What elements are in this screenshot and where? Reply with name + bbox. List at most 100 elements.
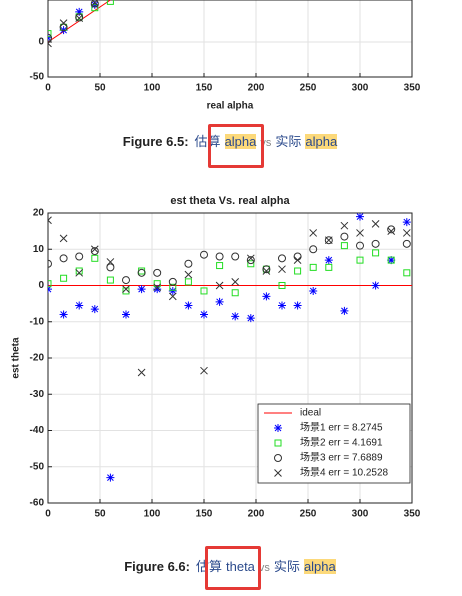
marker-square bbox=[200, 287, 208, 295]
marker-x bbox=[48, 39, 52, 48]
highlight-box bbox=[205, 546, 261, 590]
marker-star bbox=[137, 285, 146, 294]
marker-x bbox=[90, 0, 99, 7]
marker-star bbox=[122, 310, 130, 319]
highlight-box bbox=[208, 124, 264, 168]
marker-circle bbox=[75, 13, 84, 22]
legend-swatch bbox=[274, 439, 282, 447]
legend-label: 场景2 err = 4.1691 bbox=[300, 436, 383, 449]
marker-circle bbox=[168, 277, 177, 286]
marker-square bbox=[216, 262, 224, 270]
marker-circle bbox=[75, 252, 84, 261]
marker-circle bbox=[59, 254, 68, 263]
marker-square bbox=[231, 289, 239, 297]
marker-x bbox=[262, 267, 271, 275]
marker-star bbox=[215, 297, 224, 306]
legend-label: ideal bbox=[300, 408, 321, 419]
marker-star bbox=[371, 281, 380, 290]
legend-swatch bbox=[274, 469, 282, 477]
marker-square bbox=[48, 30, 52, 38]
caption-word: vs bbox=[258, 562, 270, 574]
caption-word: 估算 bbox=[194, 134, 221, 149]
marker-circle bbox=[122, 276, 130, 285]
marker-square bbox=[184, 278, 192, 286]
marker-x bbox=[48, 216, 52, 225]
marker-star bbox=[402, 218, 411, 227]
marker-square bbox=[75, 267, 83, 275]
caption-word: alpha bbox=[224, 134, 257, 149]
marker-star bbox=[75, 301, 84, 310]
marker-x bbox=[59, 19, 68, 27]
legend-box bbox=[257, 403, 411, 484]
marker-x bbox=[309, 229, 318, 237]
marker-circle bbox=[324, 236, 333, 245]
marker-square bbox=[106, 276, 114, 284]
y-tick-label: -20 bbox=[30, 353, 45, 364]
y-tick-label: 0 bbox=[38, 37, 44, 48]
caption-word: 实际 bbox=[275, 134, 302, 149]
legend-label: 场景4 err = 10.2528 bbox=[300, 466, 389, 479]
marker-square bbox=[372, 249, 380, 257]
marker-square bbox=[122, 287, 130, 295]
marker-x bbox=[356, 229, 364, 237]
legend-label: 场景1 err = 8.2745 bbox=[300, 421, 383, 434]
marker-star bbox=[340, 306, 349, 315]
x-tick-label: 200 bbox=[248, 509, 265, 520]
marker-x bbox=[75, 268, 84, 277]
marker-circle bbox=[48, 259, 52, 268]
marker-square bbox=[387, 256, 395, 264]
x-tick-label: 350 bbox=[404, 509, 421, 520]
marker-square bbox=[247, 260, 255, 268]
marker-circle bbox=[231, 252, 240, 261]
marker-square bbox=[309, 263, 317, 271]
marker-x bbox=[231, 278, 240, 286]
figure-caption: Figure 6.5: 估算 alpha vs 实际 alpha bbox=[0, 131, 462, 150]
x-tick-label: 150 bbox=[196, 83, 213, 94]
marker-x bbox=[137, 368, 146, 377]
marker-star bbox=[59, 310, 68, 319]
marker-star bbox=[324, 256, 333, 265]
marker-square bbox=[340, 242, 348, 250]
plot-content bbox=[48, 213, 412, 482]
marker-circle bbox=[309, 245, 318, 254]
caption-word: 估算 bbox=[195, 559, 222, 574]
x-tick-label: 250 bbox=[300, 509, 317, 520]
marker-square bbox=[106, 0, 114, 5]
marker-star bbox=[246, 314, 255, 323]
marker-x bbox=[106, 258, 115, 266]
legend-swatch bbox=[274, 454, 282, 462]
x-tick-label: 100 bbox=[144, 83, 161, 94]
marker-circle bbox=[246, 256, 255, 265]
marker-x bbox=[184, 270, 193, 279]
marker-circle bbox=[278, 254, 286, 263]
y-tick-label: -50 bbox=[30, 72, 45, 83]
marker-x bbox=[153, 283, 162, 292]
x-tick-label: 0 bbox=[45, 83, 51, 94]
marker-star bbox=[309, 286, 318, 295]
marker-circle bbox=[137, 268, 146, 277]
marker-x bbox=[324, 236, 333, 245]
marker-star bbox=[153, 285, 162, 294]
y-tick-label: -10 bbox=[30, 316, 45, 327]
marker-x bbox=[402, 229, 411, 237]
marker-square bbox=[403, 269, 411, 277]
marker-square bbox=[356, 256, 364, 264]
plot-frame bbox=[47, 212, 413, 504]
marker-star bbox=[200, 310, 208, 319]
marker-x bbox=[200, 366, 208, 375]
marker-star bbox=[262, 292, 271, 301]
marker-square bbox=[278, 282, 286, 289]
x-tick-label: 350 bbox=[404, 83, 421, 94]
x-tick-label: 300 bbox=[352, 509, 369, 520]
marker-x bbox=[340, 221, 349, 230]
marker-star bbox=[106, 473, 115, 482]
marker-circle bbox=[387, 225, 396, 234]
marker-circle bbox=[371, 239, 380, 248]
chart-title: est theta Vs. real alpha bbox=[170, 195, 290, 207]
y-tick-label: -40 bbox=[30, 425, 45, 436]
marker-star bbox=[168, 286, 177, 295]
marker-x bbox=[90, 245, 99, 254]
marker-star bbox=[184, 301, 193, 310]
x-tick-label: 50 bbox=[94, 83, 106, 94]
